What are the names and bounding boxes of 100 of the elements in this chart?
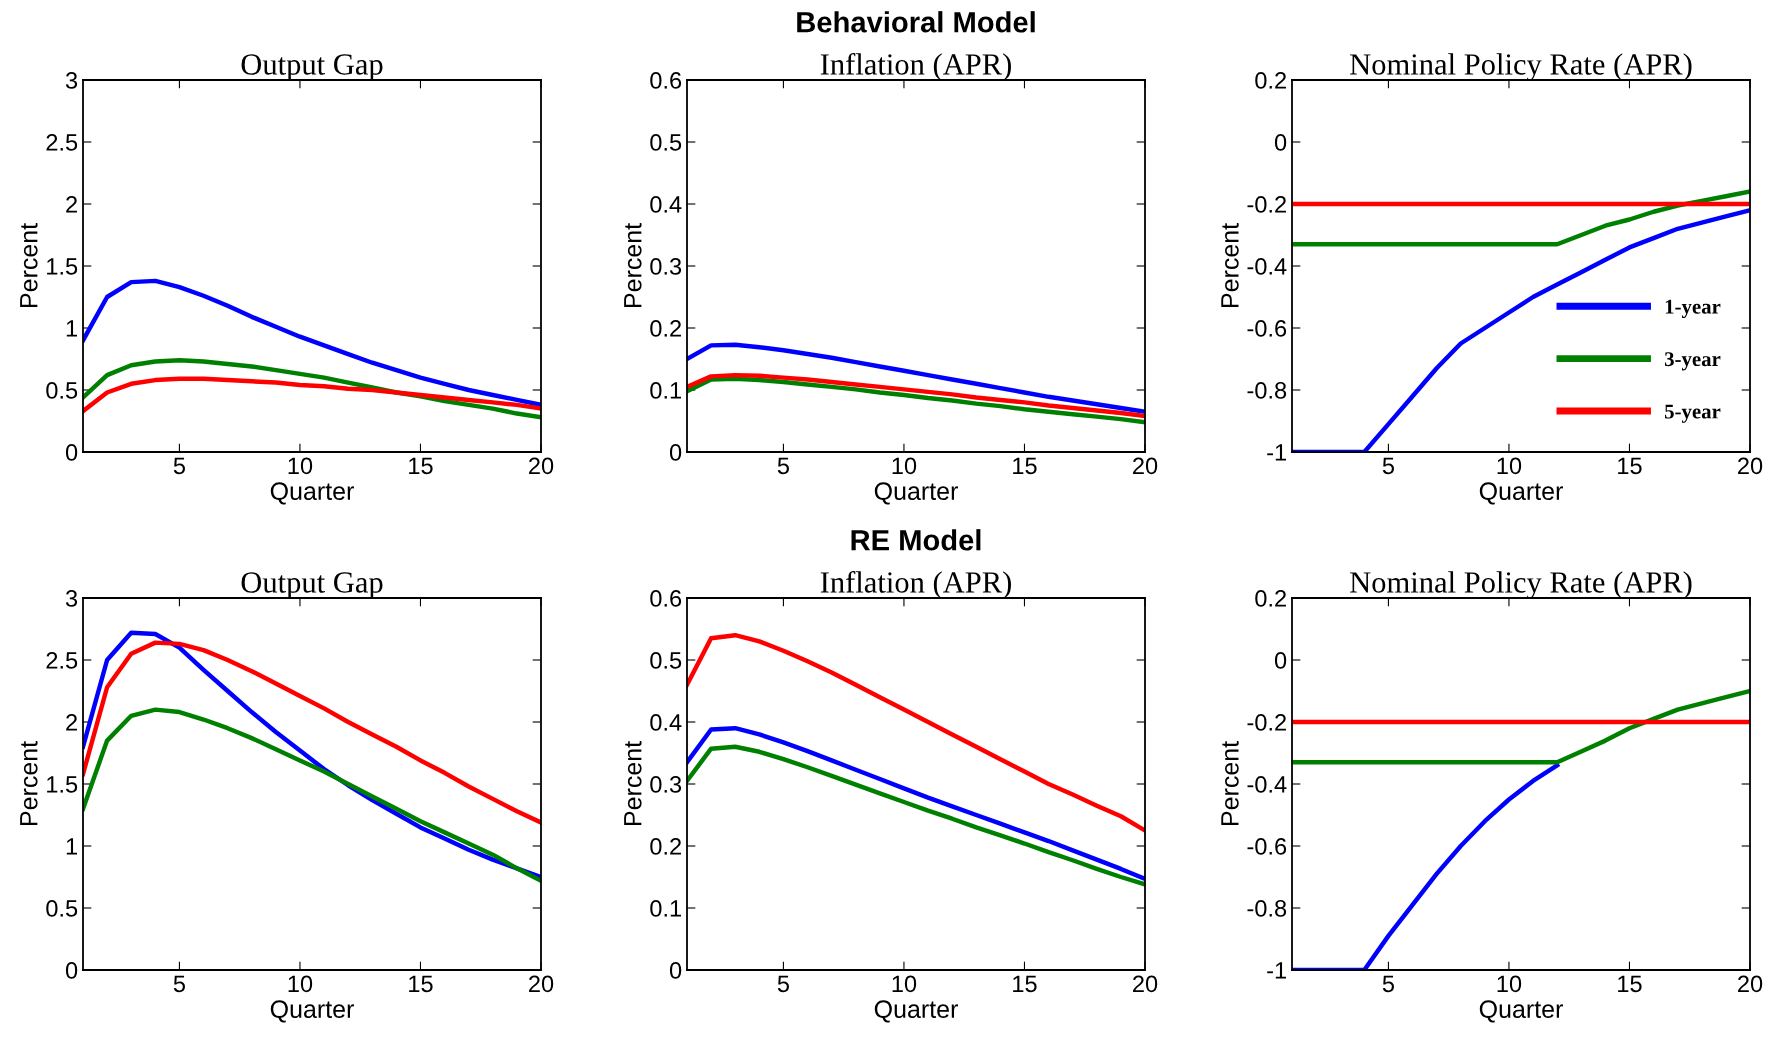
y-tick-label: -0.6 bbox=[1247, 320, 1287, 337]
y-tick-label: 1.5 bbox=[47, 258, 78, 275]
y-tick-label: 0 bbox=[669, 444, 682, 461]
x-tick-label: 15 bbox=[1013, 457, 1037, 475]
line-series bbox=[1292, 189, 1750, 247]
legend-label: 3-year bbox=[1664, 352, 1721, 371]
line-series bbox=[1292, 763, 1560, 970]
line-series bbox=[687, 632, 1145, 833]
y-tick-label: -0.4 bbox=[1247, 776, 1287, 793]
y-tick-label: -0.2 bbox=[1247, 196, 1286, 213]
y-tick-label: 0.1 bbox=[650, 382, 681, 399]
x-tick-label: 20 bbox=[529, 457, 554, 475]
y-tick-label: 2 bbox=[66, 714, 77, 731]
y-tick-label: 0.6 bbox=[650, 590, 682, 607]
x-tick-label: 5 bbox=[1382, 457, 1394, 475]
x-tick-label: 5 bbox=[777, 975, 789, 993]
x-axis-title: Quarter bbox=[874, 482, 958, 505]
y-tick-label: 3 bbox=[65, 72, 78, 89]
y-tick-label: 0.3 bbox=[650, 776, 682, 793]
y-tick-label: 0.2 bbox=[1255, 72, 1286, 89]
chart-subtitle: Inflation (APR) bbox=[820, 52, 1011, 81]
x-tick-label: 15 bbox=[409, 975, 433, 993]
x-tick-label: 10 bbox=[288, 975, 313, 993]
y-axis-title: Percent bbox=[624, 223, 642, 308]
x-tick-label: 10 bbox=[1497, 457, 1522, 475]
x-tick-label: 5 bbox=[173, 975, 185, 993]
x-tick-label: 15 bbox=[409, 457, 433, 475]
x-axis-title: Quarter bbox=[874, 1000, 958, 1023]
chart-subtitle: Inflation (APR) bbox=[820, 570, 1011, 599]
y-tick-label: -0.2 bbox=[1247, 714, 1286, 731]
line-series bbox=[1292, 688, 1750, 765]
x-tick-label: 5 bbox=[173, 457, 185, 475]
x-axis-title: Quarter bbox=[1479, 1000, 1563, 1023]
y-tick-label: 0.5 bbox=[46, 382, 78, 399]
y-tick-label: 0.3 bbox=[650, 258, 682, 275]
chart-title: Behavioral Model bbox=[797, 11, 1035, 33]
x-tick-label: 10 bbox=[892, 457, 917, 475]
y-tick-label: 0.2 bbox=[1255, 590, 1286, 607]
y-tick-label: 0 bbox=[669, 962, 682, 979]
chart-title: RE Model bbox=[851, 529, 981, 551]
y-axis-title: Percent bbox=[20, 741, 38, 826]
chart-title: Nominal Policy Rate (APR) bbox=[1350, 571, 1692, 600]
y-tick-label: 0.2 bbox=[650, 320, 681, 337]
y-tick-label: 0.4 bbox=[650, 196, 682, 213]
y-tick-label: 0.1 bbox=[650, 900, 681, 917]
y-tick-label: 0 bbox=[65, 962, 78, 979]
y-tick-label: -0.8 bbox=[1247, 382, 1287, 399]
line-series bbox=[83, 376, 541, 414]
x-axis-title: Quarter bbox=[270, 1000, 354, 1023]
y-tick-label: 0 bbox=[65, 444, 78, 461]
y-tick-label: 0.6 bbox=[650, 72, 682, 89]
x-tick-label: 5 bbox=[1382, 975, 1394, 993]
y-axis-title: Percent bbox=[624, 741, 642, 826]
y-tick-label: 0 bbox=[1274, 134, 1287, 151]
x-tick-label: 20 bbox=[1133, 457, 1158, 475]
x-tick-label: 10 bbox=[288, 457, 313, 475]
x-tick-label: 20 bbox=[1133, 975, 1158, 993]
y-tick-label: 3 bbox=[65, 590, 78, 607]
x-axis-title: Quarter bbox=[1479, 482, 1563, 505]
y-tick-label: 0.5 bbox=[650, 134, 682, 151]
y-tick-label: 1.5 bbox=[47, 776, 78, 793]
y-tick-label: 0.4 bbox=[650, 714, 682, 731]
y-tick-label: -0.4 bbox=[1247, 258, 1287, 275]
legend-label: 5-year bbox=[1664, 404, 1721, 423]
y-axis-title: Percent bbox=[20, 223, 38, 308]
y-tick-label: -1 bbox=[1267, 444, 1286, 461]
chart-title: Nominal Policy Rate (APR) bbox=[1350, 53, 1692, 82]
y-tick-label: -1 bbox=[1267, 962, 1286, 979]
chart-title: Output Gap bbox=[241, 54, 383, 81]
legend-label: 1-year bbox=[1665, 299, 1721, 319]
y-tick-label: -0.8 bbox=[1247, 900, 1287, 917]
line-series bbox=[687, 376, 1145, 425]
y-tick-label: 2.5 bbox=[46, 134, 78, 151]
y-tick-label: 0 bbox=[1274, 652, 1287, 669]
y-tick-label: 0.5 bbox=[46, 900, 78, 917]
y-tick-label: -0.6 bbox=[1247, 838, 1287, 855]
line-series bbox=[83, 640, 541, 825]
x-tick-label: 15 bbox=[1618, 975, 1642, 993]
y-tick-label: 2.5 bbox=[46, 652, 78, 669]
line-series bbox=[83, 278, 541, 408]
line-series bbox=[687, 372, 1145, 419]
x-tick-label: 15 bbox=[1618, 457, 1642, 475]
x-tick-label: 10 bbox=[892, 975, 917, 993]
chart-title: Output Gap bbox=[241, 572, 383, 599]
line-series bbox=[83, 707, 541, 883]
y-axis-title: Percent bbox=[1221, 741, 1239, 826]
y-tick-label: 0.5 bbox=[650, 652, 682, 669]
x-tick-label: 20 bbox=[529, 975, 554, 993]
x-tick-label: 5 bbox=[777, 457, 789, 475]
y-tick-label: 2 bbox=[66, 196, 77, 213]
x-tick-label: 15 bbox=[1013, 975, 1037, 993]
y-axis-title: Percent bbox=[1221, 223, 1239, 308]
line-series bbox=[687, 342, 1145, 414]
x-tick-label: 20 bbox=[1738, 975, 1763, 993]
y-tick-label: 1 bbox=[66, 320, 77, 337]
x-axis-title: Quarter bbox=[270, 482, 354, 505]
y-tick-label: 1 bbox=[66, 838, 77, 855]
x-tick-label: 10 bbox=[1497, 975, 1522, 993]
x-tick-label: 20 bbox=[1738, 457, 1763, 475]
y-tick-label: 0.2 bbox=[650, 838, 681, 855]
